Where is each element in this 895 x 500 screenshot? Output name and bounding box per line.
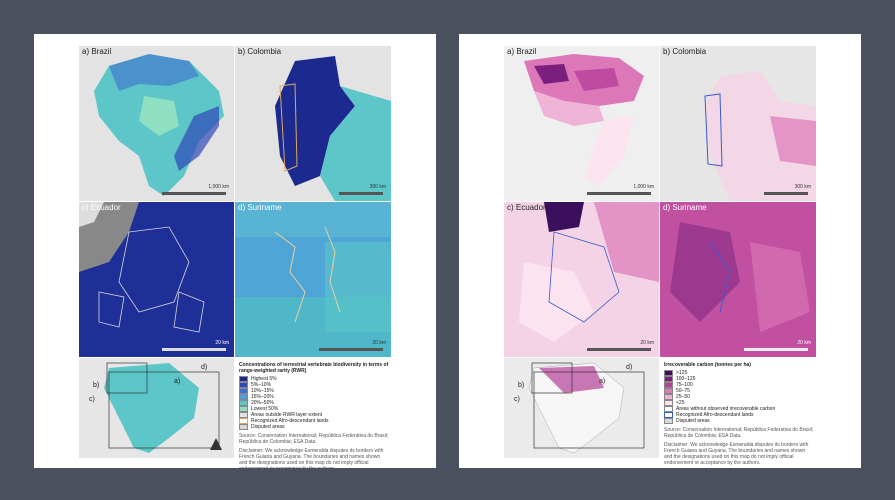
- scale-label: 20 km: [797, 340, 811, 346]
- map-panel-colombia: b) Colombia 300 km: [235, 46, 391, 201]
- legend-item: 100–125: [664, 376, 814, 382]
- legend-source: Source: Conservation International; Repú…: [239, 433, 389, 445]
- legend-swatch: [664, 406, 673, 412]
- scale-label: 20 km: [640, 340, 654, 346]
- document-page-left: a) Brazil 1,000 km b) Colombia 300 km c)…: [34, 34, 436, 472]
- legend-swatch: [239, 394, 248, 400]
- inset-callout-b: b): [93, 382, 100, 389]
- legend-item: Highest 5%: [239, 376, 389, 382]
- legend-item: 50–75: [664, 388, 814, 394]
- legend-item: Recognized Afro-descendant lands: [239, 418, 389, 424]
- panel-label-ecuador: c) Ecuador: [82, 203, 121, 212]
- scale-bar: [764, 192, 808, 195]
- legend-title: Irrecoverable carbon (tonnes per ha): [664, 362, 751, 368]
- legend-swatch: [239, 400, 248, 406]
- panel-label-colombia: b) Colombia: [238, 47, 282, 56]
- panel-label-brazil: a) Brazil: [507, 47, 537, 56]
- legend-swatch: [239, 382, 248, 388]
- panel-label-ecuador: c) Ecuador: [507, 203, 546, 212]
- panel-label-suriname: d) Suriname: [663, 203, 707, 212]
- map-panel-ecuador: c) Ecuador 20 km: [504, 202, 659, 357]
- legend-swatch: [664, 376, 673, 382]
- suriname-map-graphic: [235, 202, 391, 357]
- scale-bar: [162, 348, 226, 351]
- legend-swatch: [239, 376, 248, 382]
- inset-callout-c: c): [514, 396, 520, 403]
- legend-swatch: [664, 412, 673, 418]
- legend-swatch: [239, 406, 248, 412]
- legend-item: 25–50: [664, 394, 814, 400]
- legend-item: 75–100: [664, 382, 814, 388]
- map-panel-suriname: d) Suriname 20 km: [660, 202, 816, 357]
- legend-swatch: [664, 370, 673, 376]
- inset-callout-c: c): [89, 396, 95, 403]
- scale-label: 300 km: [369, 184, 386, 190]
- legend-swatch: [239, 418, 248, 424]
- inset-callout-a: a): [174, 378, 181, 385]
- legend-swatch: [239, 412, 248, 418]
- inset-callout-d: d): [201, 364, 208, 371]
- brazil-carbon-map-graphic: [524, 54, 644, 186]
- legend-item: 20%–50%: [239, 400, 389, 406]
- inset-callout-d: d): [626, 364, 633, 371]
- scale-bar: [162, 192, 226, 195]
- map-legend: Concentrations of terrestrial vertebrate…: [239, 362, 389, 472]
- scale-bar: [744, 348, 808, 351]
- legend-item: 15%–20%: [239, 394, 389, 400]
- legend-swatch: [664, 382, 673, 388]
- legend-source: Source: Conservation International; Repú…: [664, 427, 814, 439]
- ecuador-map-graphic: [79, 202, 205, 333]
- legend-swatch: [664, 400, 673, 406]
- scale-bar: [339, 192, 383, 195]
- scale-label: 20 km: [215, 340, 229, 346]
- inset-map-graphic: [528, 362, 645, 454]
- legend-item: Disputed areas: [664, 418, 814, 424]
- legend-item: 5%–10%: [239, 382, 389, 388]
- legend-disclaimer: Disclaimer: We acknowledge Esmeralda dis…: [664, 442, 809, 466]
- brazil-map-graphic: [94, 54, 224, 196]
- panel-label-colombia: b) Colombia: [663, 47, 707, 56]
- map-panel-ecuador: c) Ecuador 20 km: [79, 202, 234, 357]
- legend-swatch: [664, 388, 673, 394]
- suriname-carbon-map-graphic: [660, 202, 816, 357]
- legend-disclaimer: Disclaimer: We acknowledge Esmeralda dis…: [239, 448, 384, 472]
- colombia-carbon-map-graphic: [704, 71, 816, 201]
- legend-title: Concentrations of terrestrial vertebrate…: [239, 362, 389, 374]
- map-panel-colombia: b) Colombia 300 km: [660, 46, 816, 201]
- legend-item: Areas outside RWR layer extent: [239, 412, 389, 418]
- document-page-right: a) Brazil 1,000 km b) Colombia 300 km c)…: [459, 34, 861, 468]
- scale-label: 1,000 km: [208, 184, 229, 190]
- ecuador-carbon-map-graphic: [519, 202, 659, 342]
- inset-map-graphic: [104, 362, 220, 453]
- legend-swatch: [664, 418, 673, 424]
- scale-label: 20 km: [372, 340, 386, 346]
- legend-item: Lowest 50%: [239, 406, 389, 412]
- legend-item: >125: [664, 370, 814, 376]
- legend-item: <25: [664, 400, 814, 406]
- legend-swatch: [239, 424, 248, 430]
- scale-bar: [319, 348, 383, 351]
- inset-callout-a: a): [599, 378, 606, 385]
- north-arrow-icon: [210, 438, 222, 450]
- scale-bar: [587, 192, 651, 195]
- inset-callout-b: b): [518, 382, 525, 389]
- legend-item: Recognized Afro-descendant lands: [664, 412, 814, 418]
- scale-label: 1,000 km: [633, 184, 654, 190]
- legend-swatch: [664, 394, 673, 400]
- inset-map-south-america: d) a) b) c): [504, 358, 659, 458]
- legend-item: Areas without observed irrecoverable car…: [664, 406, 814, 412]
- inset-map-south-america: d) a) b) c): [79, 358, 234, 458]
- panel-label-brazil: a) Brazil: [82, 47, 112, 56]
- scale-bar: [587, 348, 651, 351]
- legend-item: Disputed areas: [239, 424, 389, 430]
- legend-swatch: [239, 388, 248, 394]
- map-panel-brazil: a) Brazil 1,000 km: [504, 46, 659, 201]
- legend-item: 10%–15%: [239, 388, 389, 394]
- colombia-map-graphic: [275, 56, 391, 201]
- map-panel-suriname: d) Suriname 20 km: [235, 202, 391, 357]
- map-panel-brazil: a) Brazil 1,000 km: [79, 46, 234, 201]
- panel-label-suriname: d) Suriname: [238, 203, 282, 212]
- scale-label: 300 km: [794, 184, 811, 190]
- map-legend: Irrecoverable carbon (tonnes per ha) >12…: [664, 362, 814, 466]
